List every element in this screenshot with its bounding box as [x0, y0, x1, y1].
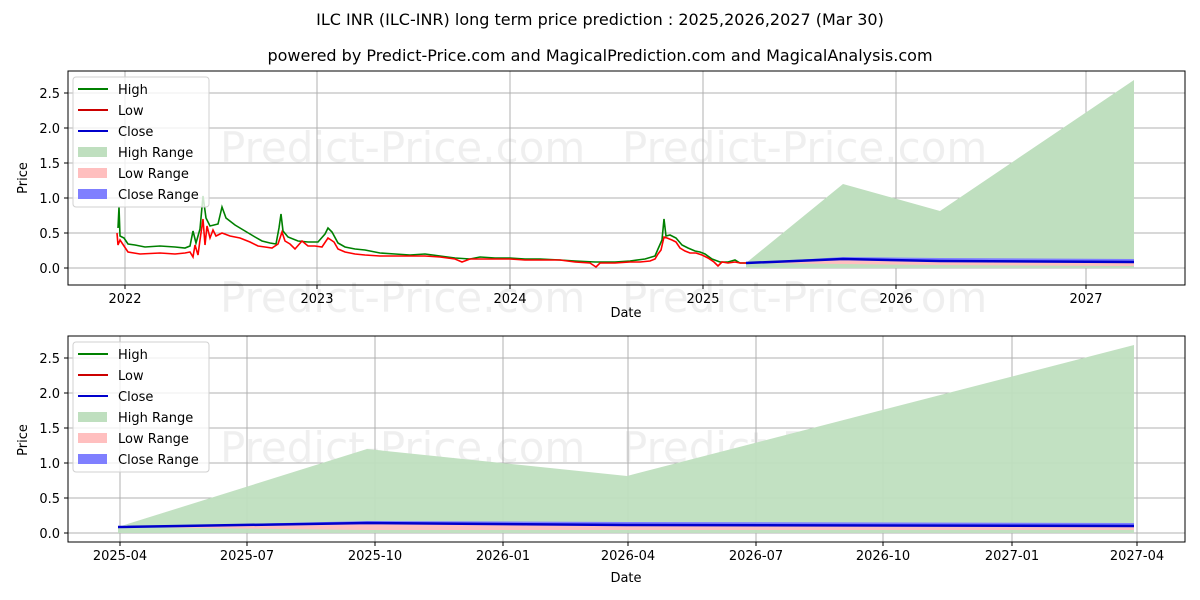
legend-high-range-label: High Range — [118, 146, 193, 161]
x-tick-label: 2026-07 — [729, 549, 783, 564]
x-tick-label: 2027-04 — [1110, 549, 1164, 564]
watermark: Predict-Price.com — [622, 123, 987, 172]
x-tick-label: 2026-04 — [601, 549, 655, 564]
bottom-chart: Predict-Price.com Predict-Price.com — [16, 335, 1186, 586]
x-axis-label: Date — [610, 306, 641, 321]
y-tick-label: 1.0 — [39, 457, 60, 472]
high-line — [117, 195, 746, 264]
bottom-legend: High Low Close High Range Low Range Clos… — [72, 341, 210, 473]
legend-low-range-swatch — [78, 433, 107, 443]
y-tick-label: 0.5 — [39, 227, 60, 242]
y-axis-label: Price — [16, 424, 31, 456]
legend-low-range-label: Low Range — [118, 167, 189, 182]
top-y-ticks: 2.5 2.0 1.5 1.0 0.5 0.0 — [39, 87, 68, 277]
legend-close-label: Close — [118, 390, 153, 405]
x-tick-label: 2025 — [686, 292, 719, 307]
bottom-axes-frame — [67, 335, 1186, 543]
y-tick-label: 1.5 — [39, 422, 60, 437]
x-tick-label: 2027 — [1069, 292, 1102, 307]
legend-low-range-swatch — [78, 168, 107, 178]
x-tick-label: 2025-04 — [93, 549, 147, 564]
legend-high-range-label: High Range — [118, 411, 193, 426]
y-tick-label: 0.0 — [39, 262, 60, 277]
top-x-ticks: 2022 2023 2024 2025 2026 2027 — [108, 285, 1103, 307]
x-tick-label: 2026 — [879, 292, 912, 307]
bottom-y-ticks: 2.5 2.0 1.5 1.0 0.5 0.0 — [39, 352, 68, 542]
legend-high-range-swatch — [78, 412, 107, 422]
y-axis-label: Price — [16, 162, 31, 194]
legend-close-range-label: Close Range — [118, 188, 199, 203]
legend-close-range-swatch — [78, 189, 107, 199]
x-tick-label: 2022 — [108, 292, 141, 307]
high-range-area — [118, 345, 1134, 533]
chart-subtitle: powered by Predict-Price.com and Magical… — [267, 46, 933, 65]
legend-low-label: Low — [118, 104, 144, 119]
legend-low-label: Low — [118, 369, 144, 384]
legend-close-label: Close — [118, 125, 153, 140]
x-axis-label: Date — [610, 571, 641, 586]
legend-close-range-label: Close Range — [118, 453, 199, 468]
legend-low-range-label: Low Range — [118, 432, 189, 447]
legend-high-label: High — [118, 83, 148, 98]
y-tick-label: 1.0 — [39, 192, 60, 207]
legend-high-range-swatch — [78, 147, 107, 157]
y-tick-label: 0.5 — [39, 492, 60, 507]
watermark: Predict-Price.com — [220, 273, 585, 322]
close-line — [745, 257, 1135, 265]
chart-title: ILC INR (ILC-INR) long term price predic… — [316, 10, 884, 29]
x-tick-label: 2027-01 — [985, 549, 1039, 564]
y-tick-label: 2.0 — [39, 387, 60, 402]
x-tick-label: 2023 — [300, 292, 333, 307]
x-tick-label: 2025-10 — [348, 549, 402, 564]
top-legend: High Low Close High Range Low Range Clos… — [72, 76, 210, 208]
low-line — [116, 218, 746, 269]
x-tick-label: 2024 — [493, 292, 526, 307]
close-line — [117, 521, 1135, 529]
x-tick-label: 2026-10 — [856, 549, 910, 564]
y-tick-label: 0.0 — [39, 527, 60, 542]
y-tick-label: 2.5 — [39, 87, 60, 102]
legend-high-label: High — [118, 348, 148, 363]
high-range-area — [746, 80, 1134, 268]
x-tick-label: 2026-01 — [476, 549, 530, 564]
bottom-x-ticks: 2025-04 2025-07 2025-10 2026-01 2026-04 … — [93, 542, 1164, 564]
top-chart: Predict-Price.com Predict-Price.com Pred… — [16, 70, 1186, 322]
y-tick-label: 1.5 — [39, 157, 60, 172]
x-tick-label: 2025-07 — [220, 549, 274, 564]
watermark: Predict-Price.com — [622, 273, 987, 322]
top-axes-frame — [67, 70, 1186, 286]
y-tick-label: 2.5 — [39, 352, 60, 367]
watermark: Predict-Price.com — [220, 123, 585, 172]
legend-close-range-swatch — [78, 454, 107, 464]
y-tick-label: 2.0 — [39, 122, 60, 137]
